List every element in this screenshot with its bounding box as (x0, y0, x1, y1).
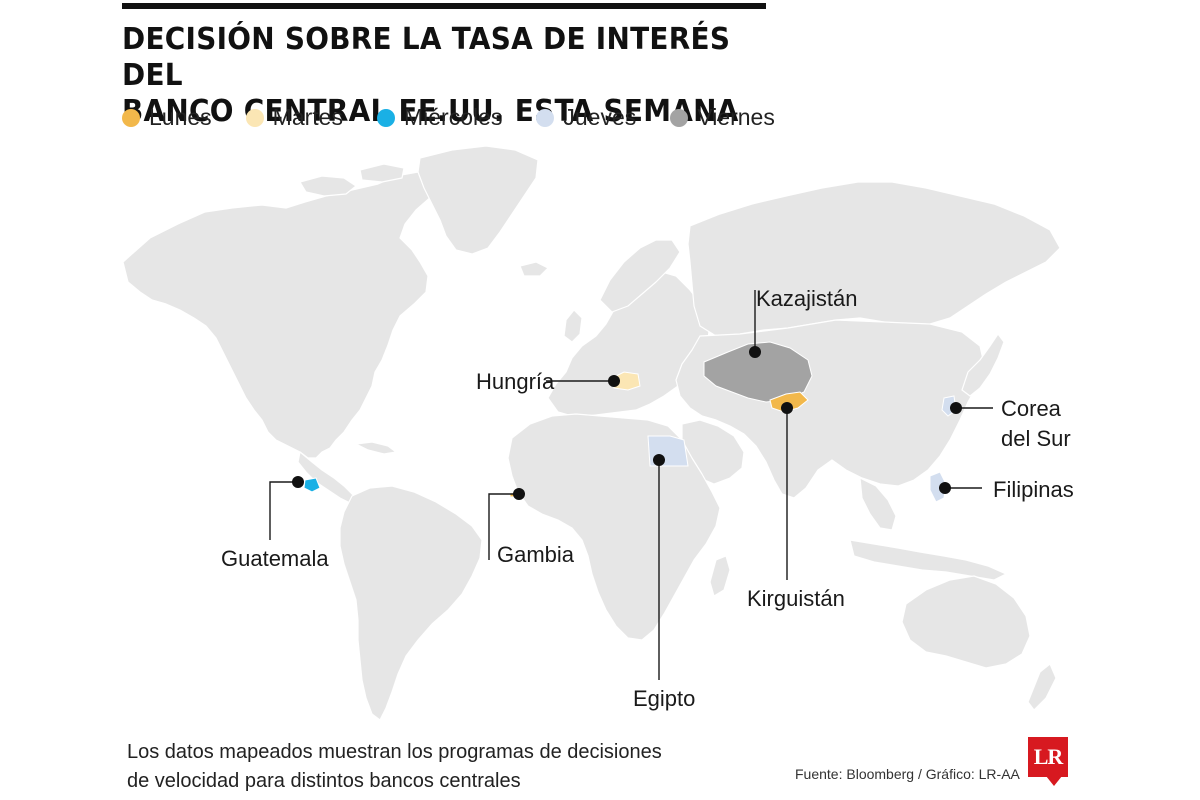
legend-item-viernes: Viernes (670, 104, 775, 131)
greenland-shape (417, 145, 539, 255)
south-korea-marker (950, 402, 962, 414)
arctic-islands-shape (299, 175, 357, 197)
philippines-marker (939, 482, 951, 494)
label-south-korea-line1: Corea (1001, 396, 1062, 421)
label-kazakhstan: Kazajistán (756, 286, 858, 311)
legend-label-martes: Martes (272, 104, 343, 130)
central-america-shape (297, 451, 359, 505)
legend-swatch-miercoles (376, 108, 395, 127)
legend-swatch-jueves (536, 108, 555, 127)
legend-label-miercoles: Miércoles (403, 104, 503, 130)
source-credit: Fuente: Bloomberg / Gráfico: LR-AA (795, 766, 1020, 782)
russia-shape (687, 181, 1061, 337)
japan-shape (961, 333, 1005, 397)
guatemala-marker (292, 476, 304, 488)
lr-logo-tail (1046, 776, 1062, 786)
footnote-line-1: Los datos mapeados muestran los programa… (127, 741, 662, 763)
hungary-shape (611, 371, 641, 391)
page-title: DECISIÓN SOBRE LA TASA DE INTERÉS DEL BA… (122, 22, 773, 130)
hungary-marker (608, 375, 620, 387)
south-america-shape (339, 485, 483, 721)
legend-label-viernes: Viernes (697, 104, 775, 130)
caribbean-shape (355, 441, 397, 455)
egypt-marker (653, 454, 665, 466)
australia-shape (901, 575, 1031, 669)
kyrgyzstan-shape (769, 391, 809, 413)
guatemala-leader-line (269, 481, 298, 540)
lr-logo: LR (1028, 737, 1068, 777)
iceland-shape (519, 261, 549, 277)
legend-item-martes: Martes (245, 104, 343, 131)
title-line-2: BANCO CENTRAL EE.UU. ESTA SEMANA (122, 94, 739, 129)
north-america-shape (122, 171, 449, 459)
legend-item-jueves: Jueves (536, 104, 636, 131)
label-south-korea-line2: del Sur (1001, 426, 1071, 451)
kazakhstan-marker (749, 346, 761, 358)
legend-swatch-martes (245, 108, 264, 127)
legend-label-lunes: Lunes (149, 104, 212, 130)
new-zealand-shape (1027, 663, 1057, 711)
gambia-marker (513, 488, 525, 500)
arctic-islands-shape-2 (359, 163, 405, 183)
legend: Lunes Martes Miércoles Jueves Viernes (122, 104, 809, 131)
legend-swatch-lunes (122, 108, 140, 127)
label-guatemala: Guatemala (221, 546, 329, 571)
scandinavia-shape (599, 239, 681, 313)
kyrgyzstan-marker (781, 402, 793, 414)
label-hungary: Hungría (476, 369, 555, 394)
footnote: Los datos mapeados muestran los programa… (127, 738, 687, 796)
uk-shape (563, 309, 583, 343)
legend-item-lunes: Lunes (122, 104, 212, 131)
footnote-line-2: de velocidad para distintos bancos centr… (127, 770, 521, 792)
legend-label-jueves: Jueves (563, 104, 637, 130)
southeast-asia-shape (859, 477, 897, 531)
label-philippines: Filipinas (993, 477, 1074, 502)
legend-item-miercoles: Miércoles (376, 104, 503, 131)
top-rule (122, 3, 766, 9)
indonesia-shape (849, 539, 1007, 581)
gambia-leader-line (488, 493, 519, 560)
legend-swatch-viernes (670, 108, 689, 127)
philippines-shape (929, 471, 947, 503)
label-gambia: Gambia (497, 542, 575, 567)
title-line-1: DECISIÓN SOBRE LA TASA DE INTERÉS DEL (122, 22, 731, 93)
madagascar-shape (709, 555, 731, 597)
guatemala-shape (303, 477, 321, 493)
label-kyrgyzstan: Kirguistán (747, 586, 845, 611)
label-egypt: Egipto (633, 686, 695, 711)
africa-shape (507, 413, 721, 641)
